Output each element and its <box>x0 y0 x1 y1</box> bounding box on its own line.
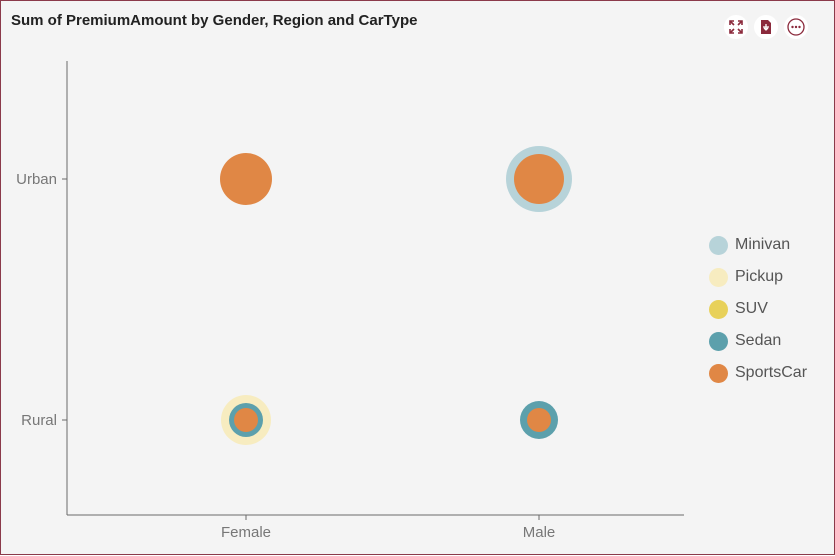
legend-swatch <box>709 299 728 319</box>
expand-icon[interactable] <box>724 15 748 39</box>
bubble-sportscar-male-rural[interactable] <box>527 408 551 432</box>
more-options-icon[interactable] <box>784 15 808 39</box>
x-tick-label: Female <box>221 524 271 541</box>
legend-item-sportscar[interactable]: SportsCar <box>709 357 807 389</box>
export-pdf-icon[interactable] <box>754 15 778 39</box>
legend-item-sedan[interactable]: Sedan <box>709 325 807 357</box>
legend-swatch <box>709 267 728 287</box>
legend-label: Minivan <box>735 236 791 253</box>
chart-title: Sum of PremiumAmount by Gender, Region a… <box>11 12 418 29</box>
legend-item-pickup[interactable]: Pickup <box>709 261 807 293</box>
legend-item-minivan[interactable]: Minivan <box>709 229 807 261</box>
x-tick-label: Male <box>523 524 556 541</box>
chart-toolbar <box>724 15 808 39</box>
legend-swatch <box>709 363 728 383</box>
legend-label: Sedan <box>735 332 782 349</box>
legend-item-suv[interactable]: SUV <box>709 293 807 325</box>
y-tick-label: Rural <box>21 412 57 429</box>
legend-swatch <box>709 331 728 351</box>
y-tick-label: Urban <box>16 171 57 188</box>
chart-legend: Minivan Pickup SUV Sedan SportsCar <box>709 229 807 389</box>
legend-label: Pickup <box>735 268 784 285</box>
bubble-sportscar-male-urban[interactable] <box>514 154 564 204</box>
legend-label: SportsCar <box>735 364 808 381</box>
legend-label: SUV <box>735 300 768 317</box>
bubble-sportscar-female-rural[interactable] <box>234 408 258 432</box>
bubble-sportscar-female-urban[interactable] <box>220 153 272 205</box>
legend-swatch <box>709 235 728 255</box>
